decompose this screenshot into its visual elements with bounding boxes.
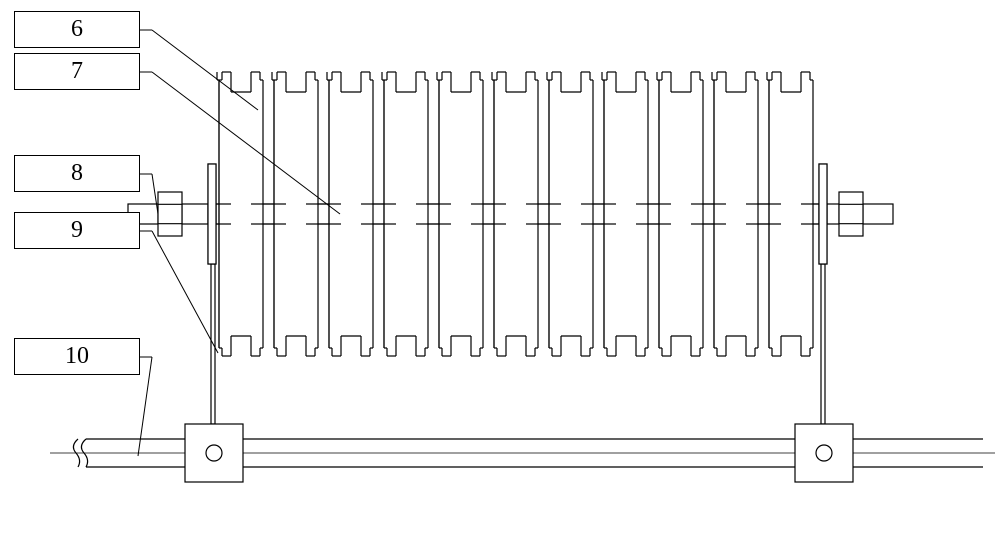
label-6: 6	[14, 11, 140, 48]
label-10: 10	[14, 338, 140, 375]
label-8: 8	[14, 155, 140, 192]
engineering-drawing	[0, 0, 1000, 539]
label-7: 7	[14, 53, 140, 90]
label-9: 9	[14, 212, 140, 249]
